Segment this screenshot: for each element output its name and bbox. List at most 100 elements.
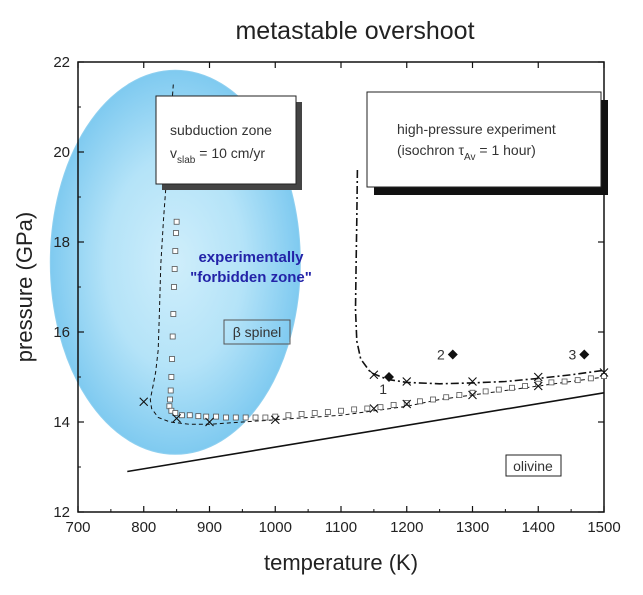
x-tick-label: 1300 — [456, 519, 489, 536]
cross-point — [533, 372, 543, 382]
subduction-label: subduction zone — [170, 122, 272, 138]
square-point — [574, 377, 581, 384]
cross-point — [139, 397, 149, 407]
y-tick-label: 22 — [53, 54, 70, 71]
square-point — [587, 375, 594, 382]
diamond-label: 2 — [437, 347, 445, 363]
cross-point — [369, 370, 379, 380]
square-point — [171, 284, 177, 290]
square-point — [170, 311, 177, 317]
diamond-label: 1 — [379, 381, 387, 397]
cross-point — [402, 377, 412, 386]
square-point — [172, 248, 179, 254]
square-point — [173, 230, 179, 236]
square-point — [232, 414, 239, 421]
diamond-point — [579, 349, 590, 360]
square-point — [561, 378, 568, 385]
x-tick-label: 1400 — [522, 519, 555, 536]
olivine-label: olivine — [513, 458, 553, 474]
x-tick-label: 1500 — [587, 519, 620, 536]
cross-point — [468, 377, 477, 386]
cross-point — [402, 399, 412, 409]
square-point — [403, 400, 410, 407]
cross-point — [369, 404, 379, 413]
square-point — [171, 266, 178, 272]
square-point — [311, 410, 318, 416]
square-point — [285, 412, 292, 419]
diamond-label: 3 — [568, 347, 576, 363]
cross-point — [599, 368, 609, 377]
cross-point — [468, 390, 477, 400]
square-point — [262, 414, 269, 421]
square-point — [548, 379, 555, 386]
square-point — [167, 396, 173, 403]
square-point — [351, 406, 358, 413]
velocity-subscript: slab — [177, 155, 196, 166]
diamond-point — [383, 372, 394, 382]
subduction-velocity: vslab = 10 cm/yr — [170, 145, 265, 166]
y-tick-label: 18 — [53, 234, 70, 251]
square-point — [324, 409, 331, 416]
square-point — [252, 414, 259, 421]
square-point — [443, 394, 450, 401]
square-point — [338, 407, 344, 414]
y-tick-label: 16 — [53, 324, 70, 341]
x-tick-label: 700 — [65, 519, 90, 536]
experiment-isochron: (isochron τAv = 1 hour) — [397, 142, 536, 163]
square-point — [298, 410, 305, 417]
x-axis-label: temperature (K) — [264, 550, 418, 575]
square-point — [172, 410, 179, 416]
square-point — [456, 392, 463, 398]
square-point — [416, 398, 423, 405]
velocity-value: = 10 cm/yr — [195, 145, 265, 161]
chart-title: metastable overshoot — [235, 17, 474, 45]
cross-point — [270, 415, 280, 425]
x-tick-label: 800 — [131, 519, 156, 536]
velocity-symbol: v — [170, 145, 177, 161]
square-point — [495, 386, 502, 393]
square-point — [390, 401, 397, 408]
cross-point — [172, 414, 182, 423]
square-point — [167, 387, 174, 394]
square-point — [364, 405, 371, 412]
square-point — [522, 383, 528, 389]
x-tick-label: 1100 — [325, 519, 357, 536]
square-point — [430, 396, 436, 403]
isochron-subscript: Av — [464, 152, 476, 163]
square-point — [509, 384, 515, 391]
y-tick-label: 20 — [53, 144, 70, 161]
diamond-point — [447, 349, 458, 360]
square-point — [173, 218, 180, 225]
dash-dot-line — [354, 169, 604, 385]
isochron-value: = 1 hour) — [476, 142, 536, 158]
isochron-prefix: (isochron τ — [397, 142, 464, 158]
y-axis-label: pressure (GPa) — [12, 212, 37, 362]
beta-spinel-label: β spinel — [233, 324, 282, 340]
olivine-box — [505, 454, 562, 477]
subduction-box — [155, 95, 297, 185]
square-point — [213, 413, 219, 420]
square-point — [482, 388, 489, 395]
x-tick-label: 900 — [197, 519, 222, 536]
square-point — [169, 333, 176, 340]
square-point — [168, 374, 175, 380]
square-point — [242, 414, 249, 421]
y-tick-label: 12 — [53, 504, 70, 521]
square-point — [601, 373, 607, 380]
experiment-label: high-pressure experiment — [397, 121, 556, 137]
y-tick-label: 14 — [53, 414, 70, 431]
square-point — [186, 412, 193, 419]
experiment-box — [366, 91, 602, 188]
beta-spinel-box — [223, 319, 291, 345]
forbidden-zone-line2: "forbidden zone" — [190, 269, 312, 286]
square-point — [195, 413, 202, 420]
x-tick-label: 1000 — [259, 519, 292, 536]
forbidden-zone-line1: experimentally — [198, 249, 304, 266]
square-point — [377, 404, 384, 411]
square-point — [223, 414, 229, 421]
square-point — [169, 356, 175, 362]
solid-line — [127, 392, 604, 473]
x-tick-label: 1200 — [390, 519, 423, 536]
cross-point — [533, 381, 543, 391]
